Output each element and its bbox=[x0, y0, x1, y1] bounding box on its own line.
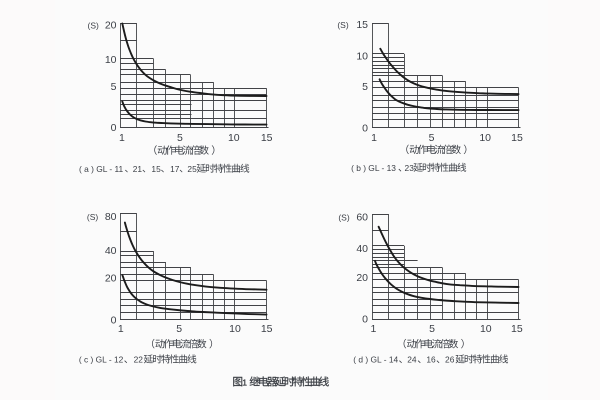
svg-text:20: 20 bbox=[105, 20, 117, 32]
svg-text:0: 0 bbox=[111, 315, 117, 327]
svg-text:5: 5 bbox=[111, 81, 117, 93]
svg-text:17: 17 bbox=[170, 164, 180, 174]
svg-text:20: 20 bbox=[105, 272, 117, 284]
svg-text:1: 1 bbox=[118, 323, 124, 335]
svg-text:15: 15 bbox=[356, 19, 368, 31]
svg-text:(S): (S) bbox=[337, 20, 349, 30]
svg-text:( c ) GL - 12: ( c ) GL - 12 bbox=[79, 355, 124, 365]
svg-text:5: 5 bbox=[429, 323, 435, 335]
svg-text:( a ) GL - 11: ( a ) GL - 11 bbox=[79, 164, 124, 174]
svg-text:1: 1 bbox=[371, 132, 377, 144]
svg-text:5: 5 bbox=[362, 81, 368, 93]
svg-text:15: 15 bbox=[151, 164, 161, 174]
svg-text:10: 10 bbox=[105, 54, 117, 66]
svg-text:15: 15 bbox=[511, 132, 523, 144]
svg-text:(S): (S) bbox=[88, 21, 100, 31]
svg-text:24: 24 bbox=[407, 355, 417, 365]
svg-text:22: 22 bbox=[134, 355, 144, 365]
svg-text:0: 0 bbox=[362, 313, 368, 325]
svg-text:10: 10 bbox=[480, 323, 492, 335]
svg-text:80: 80 bbox=[105, 211, 117, 223]
svg-text:5: 5 bbox=[177, 132, 183, 144]
svg-text:10: 10 bbox=[479, 132, 491, 144]
svg-text:40: 40 bbox=[105, 245, 117, 257]
svg-text:26: 26 bbox=[445, 355, 455, 365]
svg-text:5: 5 bbox=[176, 323, 182, 335]
svg-text:10: 10 bbox=[228, 132, 240, 144]
svg-text:0: 0 bbox=[111, 122, 117, 134]
svg-text:0: 0 bbox=[362, 122, 368, 134]
svg-text:15: 15 bbox=[511, 323, 523, 335]
svg-text:(S): (S) bbox=[87, 212, 99, 222]
svg-text:1: 1 bbox=[119, 132, 125, 144]
svg-text:15: 15 bbox=[261, 323, 273, 335]
svg-text:20: 20 bbox=[356, 272, 368, 284]
svg-text:25: 25 bbox=[187, 164, 197, 174]
svg-text:16: 16 bbox=[426, 355, 436, 365]
svg-text:(S): (S) bbox=[338, 213, 350, 223]
svg-text:15: 15 bbox=[261, 132, 273, 144]
svg-text:( b ) GL - 13: ( b ) GL - 13 bbox=[351, 163, 396, 173]
svg-text:1: 1 bbox=[242, 378, 247, 388]
svg-text:( d ) GL - 14: ( d ) GL - 14 bbox=[353, 355, 398, 365]
svg-text:21: 21 bbox=[133, 164, 143, 174]
svg-text:23: 23 bbox=[405, 163, 415, 173]
svg-text:10: 10 bbox=[356, 51, 368, 63]
svg-text:40: 40 bbox=[356, 243, 368, 255]
svg-text:5: 5 bbox=[429, 132, 435, 144]
svg-text:1: 1 bbox=[370, 323, 376, 335]
svg-text:60: 60 bbox=[356, 212, 368, 224]
svg-text:10: 10 bbox=[229, 323, 241, 335]
